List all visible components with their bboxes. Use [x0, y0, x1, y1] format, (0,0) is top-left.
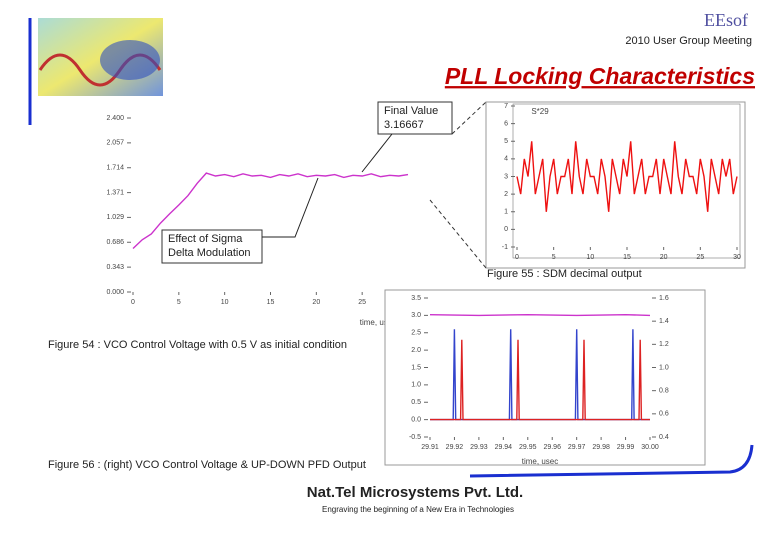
y-tick-label: 3.0	[411, 312, 421, 319]
annotation-box	[161, 229, 263, 264]
annotation-text: Effect of Sigma	[168, 233, 243, 245]
chart-frame	[384, 289, 706, 466]
x-tick-label: 29.94	[495, 444, 513, 451]
y-tick-label: -1	[502, 244, 508, 251]
x-tick-label: 30	[733, 254, 741, 261]
y2-tick-label: 1.0	[659, 364, 669, 371]
y2-tick-label: 0.6	[659, 411, 669, 418]
y-tick-label: 0.5	[411, 399, 421, 406]
x-axis-label: time, usec	[522, 457, 558, 466]
connector	[429, 101, 487, 269]
x-tick-label: 5	[552, 254, 556, 261]
x-tick-label: 20	[312, 299, 320, 306]
y-tick-label: 2.400	[106, 115, 124, 122]
y-tick-label: 0	[504, 226, 508, 233]
accent-curve	[469, 444, 754, 478]
y-tick-label: 2	[504, 191, 508, 198]
y-tick-label: 4	[504, 156, 508, 163]
y-tick-label: 1.5	[411, 364, 421, 371]
y-tick-label: 2.0	[411, 347, 421, 354]
slide-title: PLL Locking Characteristics	[445, 63, 755, 89]
y-tick-label: 1.714	[106, 165, 124, 172]
figure-caption: Figure 56 : (right) VCO Control Voltage …	[48, 459, 366, 471]
x-tick-label: 0	[515, 254, 519, 261]
x-tick-label: 5	[177, 299, 181, 306]
logo-art	[38, 18, 163, 96]
annotation-text: Final Value	[384, 105, 438, 117]
x-tick-label: 15	[267, 299, 275, 306]
y-tick-label: 0.343	[106, 264, 124, 271]
y-tick-label: 6	[504, 120, 508, 127]
x-tick-label: 15	[623, 254, 631, 261]
x-tick-label: 29.92	[446, 444, 464, 451]
y-tick-label: 0.686	[106, 239, 124, 246]
x-tick-label: 29.96	[543, 444, 561, 451]
y-tick-label: 1.029	[106, 214, 124, 221]
x-tick-label: 0	[131, 299, 135, 306]
chart-frame	[485, 101, 746, 269]
event: 2010 User Group Meeting	[625, 35, 752, 47]
x-tick-label: 29.99	[617, 444, 635, 451]
series-line	[132, 172, 409, 250]
annotation-arrow	[262, 177, 319, 238]
y-tick-label: 1.0	[411, 382, 421, 389]
x-axis-label: time, usec	[360, 318, 396, 327]
x-tick-label: 29.95	[519, 444, 537, 451]
y2-tick-label: 0.8	[659, 388, 669, 395]
x-tick-label: 29.97	[568, 444, 586, 451]
y-tick-label: 0.0	[411, 416, 421, 423]
annotation-box	[377, 101, 453, 135]
plot-frame	[512, 103, 741, 259]
y-tick-label: 7	[504, 103, 508, 110]
x-tick-label: 10	[221, 299, 229, 306]
y2-tick-label: 0.4	[659, 434, 669, 441]
y2-tick-label: 1.4	[659, 318, 669, 325]
x-tick-label: 30.00	[641, 444, 659, 451]
y-tick-label: 3.5	[411, 295, 421, 302]
x-tick-label: 29.91	[421, 444, 439, 451]
x-tick-label: 20	[660, 254, 668, 261]
x-tick-label: 29.93	[470, 444, 488, 451]
x-tick-label: 29.98	[592, 444, 610, 451]
y-tick-label: 5	[504, 138, 508, 145]
series-line	[429, 313, 651, 317]
x-tick-label: 10	[586, 254, 594, 261]
figure-caption: Figure 54 : VCO Control Voltage with 0.5…	[48, 339, 347, 351]
y-tick-label: 2.5	[411, 330, 421, 337]
y2-tick-label: 1.6	[659, 295, 669, 302]
y-tick-label: -0.5	[409, 434, 421, 441]
figure-caption: Figure 55 : SDM decimal output	[487, 268, 642, 280]
y-tick-label: 0.000	[106, 289, 124, 296]
annotation-text: 3.16667	[384, 119, 424, 131]
y-tick-label: 3	[504, 173, 508, 180]
y-tick-label: 1.371	[106, 189, 124, 196]
x-tick-label: 25	[696, 254, 704, 261]
plot-label: S*29	[531, 107, 549, 116]
y-tick-label: 2.057	[106, 140, 124, 147]
x-tick-label: 25	[358, 299, 366, 306]
annotation-text: Delta Modulation	[168, 247, 251, 259]
tagline: Engraving the beginning of a New Era in …	[322, 505, 514, 514]
series-line	[430, 339, 650, 421]
brand: EEsof	[704, 10, 748, 30]
y2-tick-label: 1.2	[659, 341, 669, 348]
annotation-arrow	[361, 133, 393, 173]
company: Nat.Tel Microsystems Pvt. Ltd.	[307, 484, 523, 501]
y-tick-label: 1	[504, 209, 508, 216]
series-line	[516, 141, 738, 212]
